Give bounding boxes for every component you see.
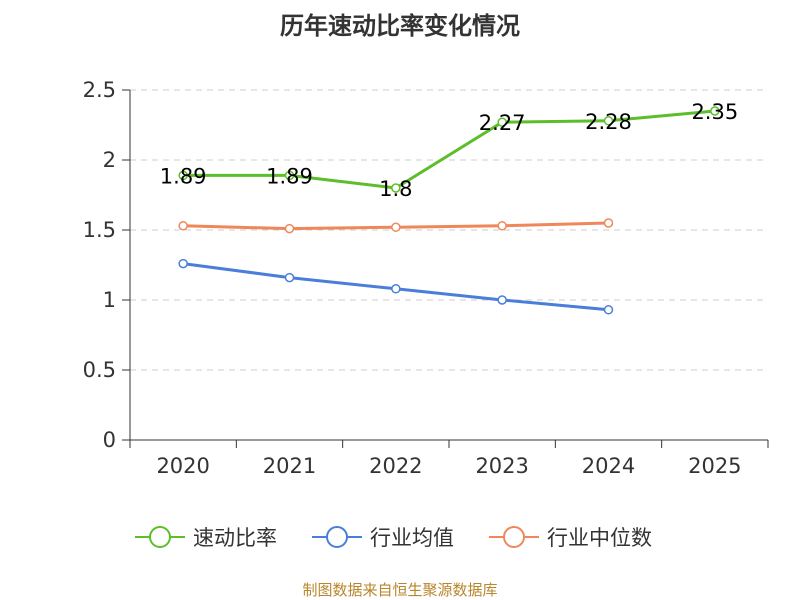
data-point[interactable] (284, 272, 295, 283)
axes (129, 90, 768, 441)
chart-title: 历年速动比率变化情况 (280, 12, 520, 40)
y-tick-label: 0.5 (83, 358, 116, 382)
legend[interactable]: 速动比率 行业均值 行业中位数 (135, 526, 652, 550)
y-tick-label: 1 (103, 288, 116, 312)
data-label: 2.35 (691, 100, 738, 124)
legend-item[interactable]: 行业中位数 (489, 526, 652, 550)
y-tick-label: 2 (103, 148, 116, 172)
y-tick-label: 1.5 (83, 218, 116, 242)
legend-swatch-marker (326, 526, 348, 548)
x-tick-label: 2024 (582, 454, 635, 478)
y-axis-ticks: 0 0.5 1 1.5 2 2.5 (83, 78, 130, 452)
series-group (178, 106, 720, 315)
data-point[interactable] (603, 116, 614, 126)
data-point[interactable] (710, 106, 720, 116)
series-line-1 (183, 109, 715, 190)
x-tick-label: 2022 (369, 454, 422, 478)
data-point[interactable] (178, 170, 188, 181)
data-point[interactable] (391, 284, 401, 294)
data-point[interactable] (603, 218, 614, 228)
x-tick-label: 2021 (263, 454, 316, 478)
data-point[interactable] (391, 183, 401, 193)
data-point[interactable] (178, 221, 188, 231)
data-point[interactable] (178, 258, 188, 269)
data-point[interactable] (603, 305, 614, 315)
data-point[interactable] (497, 221, 507, 231)
data-point[interactable] (284, 223, 295, 234)
y-tick-label: 0 (103, 428, 116, 452)
legend-label: 行业中位数 (547, 526, 652, 550)
x-axis-ticks: 2020 2021 2022 2023 2024 2025 (129, 440, 769, 478)
data-point[interactable] (284, 170, 295, 181)
y-tick-label: 2.5 (83, 78, 116, 102)
grid-lines (130, 89, 768, 371)
legend-swatch-marker (503, 526, 525, 548)
data-label: 2.28 (585, 110, 632, 134)
data-label: 1.8 (379, 177, 412, 201)
legend-item[interactable]: 速动比率 (135, 526, 277, 550)
source-note: 制图数据来自恒生聚源数据库 (302, 581, 497, 599)
legend-label: 速动比率 (193, 526, 277, 550)
x-tick-label: 2023 (475, 454, 528, 478)
legend-item[interactable]: 行业均值 (312, 526, 454, 550)
legend-swatch-marker (149, 526, 171, 548)
data-label: 2.27 (479, 111, 526, 135)
data-label: 1.89 (160, 164, 207, 188)
x-tick-label: 2025 (688, 454, 741, 478)
data-point[interactable] (497, 117, 507, 127)
x-tick-label: 2020 (156, 454, 209, 478)
data-label: 1.89 (266, 164, 313, 188)
legend-label: 行业均值 (370, 526, 454, 550)
data-point[interactable] (391, 222, 401, 232)
data-labels: 1.89 1.89 1.8 2.27 2.28 2.35 (160, 100, 738, 201)
data-point[interactable] (497, 295, 507, 305)
